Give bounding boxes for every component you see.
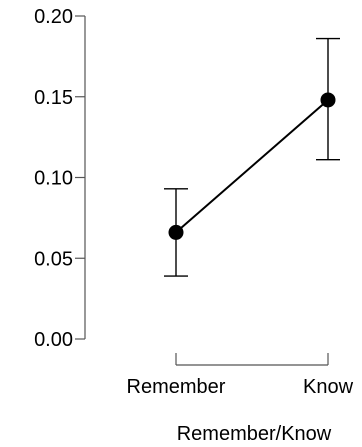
x-axis-title: Remember/Know: [177, 423, 332, 445]
y-tick-label-2: 0.10: [34, 168, 73, 190]
y-tick-label-3: 0.15: [34, 87, 73, 109]
x-tick-label-0: Remember: [127, 376, 226, 398]
plot-area: [164, 37, 340, 277]
x-axis: Remember Know: [127, 353, 354, 398]
y-tick-label-4: 0.20: [34, 6, 73, 28]
y-tick-label-1: 0.05: [34, 248, 73, 270]
y-axis: 0.00 0.05 0.10 0.15 0.20: [34, 6, 86, 351]
series-line-0: [175, 99, 329, 234]
data-point-0: [168, 224, 184, 240]
y-tick-label-0: 0.00: [34, 329, 73, 351]
data-point-1: [320, 92, 336, 108]
x-tick-label-1: Know: [303, 376, 354, 398]
